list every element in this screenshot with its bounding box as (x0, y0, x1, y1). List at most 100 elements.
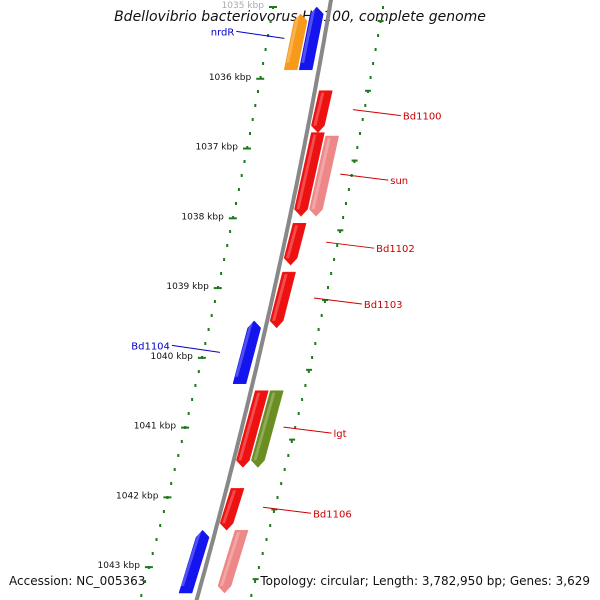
scale-tick (252, 578, 259, 581)
gene-arrow[interactable] (232, 320, 261, 384)
gene-arrow[interactable] (283, 13, 308, 71)
scale-dot (297, 412, 300, 415)
scale-tick (322, 299, 329, 302)
scale-dot (374, 48, 377, 51)
scale-dot (240, 174, 243, 177)
scale-dot (307, 370, 310, 373)
scale-dot (269, 524, 272, 527)
scale-dot (249, 132, 251, 135)
gene-arrow-highlight (272, 274, 288, 321)
gene-arrow[interactable] (309, 135, 340, 217)
gene-label-leader (283, 426, 332, 434)
gene-label-leader (236, 30, 285, 39)
scale-dot (294, 426, 297, 429)
gene-arrow[interactable] (294, 132, 325, 217)
scale-tick-label: 1037 kbp (196, 143, 239, 153)
scale-tick (197, 356, 206, 359)
scale-tick-label: 1038 kbp (181, 212, 224, 222)
gene-label-leader (313, 297, 362, 305)
gene-arrow-highlight (222, 490, 236, 524)
scale-dot (210, 314, 213, 317)
gene-label-bd1103[interactable]: Bd1103 (364, 300, 403, 311)
gene-label-leader (263, 506, 312, 514)
scale-dot (237, 188, 240, 191)
scale-dot (342, 216, 345, 219)
scale-dot (382, 6, 384, 9)
scale-dot (251, 118, 254, 121)
scale-dot (359, 132, 361, 135)
gene-label-leader (352, 109, 401, 117)
gene-arrow[interactable] (219, 488, 245, 531)
scale-dot (243, 160, 246, 163)
scale-dot (276, 496, 279, 499)
scale-tick (213, 287, 222, 290)
scale-dot (151, 552, 154, 555)
gene-arrow-highlight (238, 392, 261, 461)
scale-dot (320, 314, 323, 317)
gene-arrow[interactable] (251, 390, 284, 468)
scale-dot (254, 104, 257, 107)
gene-arrow[interactable] (269, 271, 296, 329)
scale-tick (271, 508, 278, 511)
scale-dot (330, 272, 333, 275)
scale-tick (306, 368, 313, 371)
gene-label-nrdr[interactable]: nrdR (211, 27, 235, 38)
gene-arrow[interactable] (283, 223, 307, 266)
scale-dot (162, 510, 165, 513)
scale-dot (364, 104, 367, 107)
gene-label-sun[interactable]: sun (390, 176, 408, 187)
gene-arrow-highlight (286, 16, 300, 63)
scale-dot (223, 258, 226, 261)
scale-dot (207, 328, 210, 331)
scale-dot (314, 342, 317, 345)
scale-dot (283, 468, 286, 471)
gene-labels: nrdR Bd1100 sun Bd1102 Bd1103 Bd1104 lgt Bd1106 (131, 27, 441, 520)
gene-arrow[interactable] (236, 390, 269, 468)
gene-label-bd1104[interactable]: Bd1104 (131, 341, 170, 352)
scale-tick (365, 89, 372, 92)
scale-dot (301, 398, 304, 401)
scale-dot (304, 384, 307, 387)
scale-dot (155, 538, 158, 541)
gene-label-leader (326, 241, 375, 249)
scale-tick (228, 217, 237, 220)
gene-arrow[interactable] (178, 529, 210, 594)
scale-tick (181, 426, 190, 429)
scale-tick-label: 1035 kbp (222, 1, 265, 11)
gene-arrow[interactable] (298, 6, 324, 71)
accession-label: Accession: NC_005363 (9, 574, 146, 588)
scale-dot (339, 230, 342, 233)
scale-dot (191, 398, 194, 401)
scale-dot (177, 454, 180, 457)
scale-tick-label: 1042 kbp (116, 491, 159, 501)
scale-dot (333, 258, 336, 261)
scale-dot (144, 580, 147, 583)
scale-dot (257, 566, 260, 569)
gene-arrow-highlight (181, 532, 202, 586)
scale-dot (369, 76, 372, 79)
scale-tick (377, 20, 384, 22)
scale-dot (194, 384, 197, 387)
scale-dot (204, 342, 207, 345)
scale-dot (372, 62, 375, 65)
scale-dot (290, 440, 293, 443)
scale-dot (180, 440, 183, 443)
gene-arrow-highlight (286, 225, 299, 259)
gene-label-bd1106[interactable]: Bd1106 (313, 509, 352, 520)
scale-tick (256, 77, 265, 80)
scale-dot (250, 594, 253, 597)
gene-arrow[interactable] (311, 90, 333, 133)
scale-dot (246, 146, 249, 149)
scale-tick (351, 159, 358, 162)
scale-tick (289, 438, 296, 441)
gene-label-bd1100[interactable]: Bd1100 (403, 112, 442, 123)
scale-dot (262, 62, 265, 65)
scale-dot (229, 230, 232, 233)
gene-label-lgt[interactable]: lgt (333, 429, 346, 440)
scale-tick (163, 496, 172, 499)
gene-arrow[interactable] (217, 529, 249, 594)
gene-label-bd1102[interactable]: Bd1102 (376, 244, 415, 255)
topology-label: Topology: circular; Length: 3,782,950 bp… (260, 574, 590, 588)
scale-dot (173, 468, 176, 471)
scale-tick-label: 1039 kbp (166, 282, 209, 292)
